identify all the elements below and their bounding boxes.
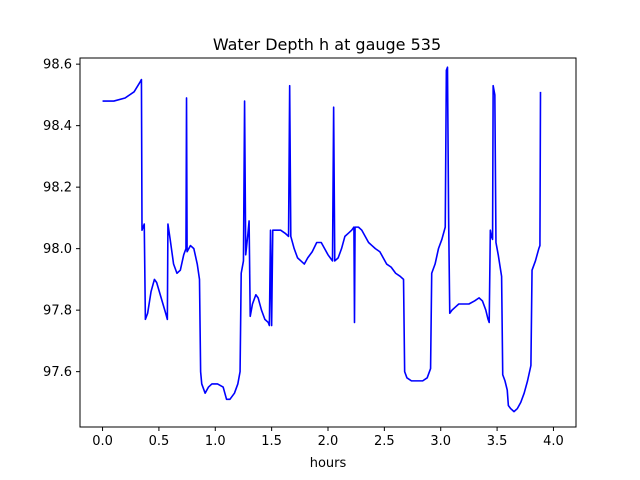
x-tick-label: 3.0	[430, 434, 451, 449]
plot-area	[102, 66, 542, 413]
x-tick-label: 0.0	[92, 434, 113, 449]
y-tick-label: 98.2	[43, 181, 72, 196]
y-tick-label: 97.8	[43, 304, 72, 319]
y-tick-label: 98.4	[43, 119, 72, 134]
x-tick-label: 2.5	[374, 434, 395, 449]
chart-title: Water Depth h at gauge 535	[213, 35, 441, 54]
x-tick-label: 4.0	[543, 434, 564, 449]
x-tick-label: 1.0	[205, 434, 226, 449]
series-line-0	[102, 66, 542, 413]
x-tick-label: 2.0	[318, 434, 339, 449]
x-tick-label: 3.5	[487, 434, 508, 449]
x-tick-label: 0.5	[149, 434, 170, 449]
y-tick-label: 98.0	[43, 242, 72, 257]
axes: 0.0 0.5 1.0 1.5 2.0 2.5 3.0 3.5 4.0 97.6 97.8 98.0 9…	[43, 57, 577, 449]
y-tick-label: 98.6	[43, 58, 72, 73]
x-axis-label: hours	[310, 456, 347, 471]
y-tick-label: 97.6	[43, 365, 72, 380]
x-tick-label: 1.5	[261, 434, 282, 449]
